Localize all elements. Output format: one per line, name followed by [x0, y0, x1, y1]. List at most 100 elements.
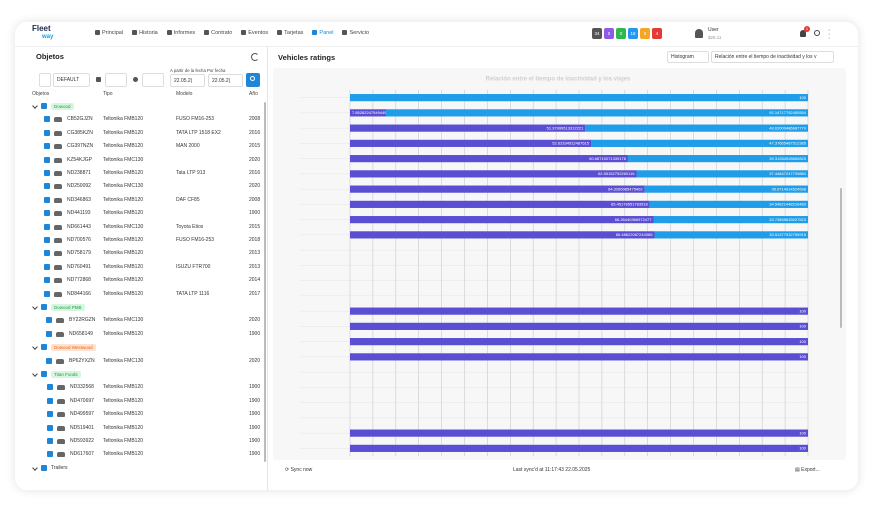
checkbox[interactable] — [47, 384, 53, 391]
group-row: Dowood Westwood — [30, 341, 267, 354]
object-type: Teltonika FMB120 — [103, 397, 144, 404]
object-year: 2020 — [249, 183, 261, 190]
nav-item[interactable]: Eventos — [241, 30, 268, 36]
search-input[interactable] — [142, 73, 164, 87]
more-menu[interactable]: · · · — [828, 27, 831, 42]
checkbox[interactable] — [44, 250, 50, 257]
view-select[interactable]: Histogram — [667, 51, 709, 63]
checkbox[interactable] — [44, 210, 50, 217]
object-row: ND499597 Teltonika FMB120 1900 — [30, 408, 267, 421]
checkbox[interactable] — [41, 103, 47, 109]
object-year: 1900 — [249, 384, 261, 391]
vehicle-icon — [54, 224, 62, 230]
object-type: Teltonika FMB120 — [103, 143, 144, 150]
settings-button[interactable] — [39, 73, 51, 87]
object-model: ISUZU FTR700 — [176, 263, 211, 270]
status-badge[interactable]: 18 — [628, 28, 638, 39]
expand-toggle[interactable] — [32, 371, 38, 377]
filter-icon[interactable] — [96, 77, 101, 82]
search-icon[interactable] — [133, 77, 138, 82]
object-id: ND519401 — [70, 424, 94, 431]
checkbox[interactable] — [41, 304, 47, 310]
checkbox[interactable] — [41, 464, 47, 471]
group-row: Dowood PMB — [30, 301, 267, 314]
checkbox[interactable] — [44, 263, 50, 270]
expand-toggle[interactable] — [32, 464, 38, 471]
text-filter[interactable] — [105, 73, 127, 87]
object-model: Toyota Etios — [176, 223, 204, 230]
checkbox[interactable] — [44, 143, 50, 150]
scrollbar[interactable] — [840, 188, 842, 328]
date-to[interactable]: 22.05.2( — [208, 74, 243, 87]
logo[interactable]: Fleet way — [32, 25, 53, 41]
last-sync: Last sync'd at 11:17:43 22.05.2025 — [513, 467, 591, 473]
object-model: TATA LTP 1116 — [176, 290, 210, 297]
status-badge[interactable]: 0 — [604, 28, 614, 39]
object-row: ND346863 Teltonika FMB120 DAF CF85 2008 — [30, 194, 267, 207]
checkbox[interactable] — [44, 277, 50, 284]
status-badge[interactable]: 34 — [592, 28, 602, 39]
checkbox[interactable] — [44, 129, 50, 136]
settings-icon[interactable] — [814, 30, 820, 36]
expand-toggle[interactable] — [32, 304, 38, 310]
checkbox[interactable] — [44, 290, 50, 297]
checkbox[interactable] — [47, 451, 53, 458]
balance: $28.11 — [708, 35, 722, 40]
checkbox[interactable] — [44, 116, 50, 123]
object-row: ND593922 Teltonika FMB120 1900 — [30, 435, 267, 448]
object-year: 2017 — [249, 290, 261, 297]
nav-item[interactable]: Informes — [167, 30, 195, 36]
object-id: ND593922 — [70, 438, 94, 444]
nav-item[interactable]: Principal — [95, 30, 123, 36]
checkbox[interactable] — [47, 438, 53, 444]
checkbox[interactable] — [41, 344, 47, 351]
refresh-button[interactable] — [251, 53, 259, 61]
status-badge[interactable]: 0 — [640, 28, 650, 39]
object-year: 2008 — [249, 196, 261, 203]
status-badge[interactable]: 4 — [652, 28, 662, 39]
export-button[interactable]: ▤ Export... — [795, 467, 820, 473]
object-row: ND250092 Teltonika FMC130 2020 — [30, 180, 267, 193]
checkbox[interactable] — [44, 196, 50, 203]
checkbox[interactable] — [46, 357, 52, 364]
checkbox[interactable] — [47, 411, 53, 418]
date-from[interactable]: 22.05.2( — [170, 74, 205, 87]
nav-item[interactable]: Panel — [312, 30, 333, 36]
object-model: TATA LTP 1518 EX2 — [176, 129, 221, 136]
checkbox[interactable] — [47, 424, 53, 431]
object-id: ND499597 — [70, 411, 94, 418]
search-button[interactable] — [246, 73, 260, 87]
checkbox[interactable] — [44, 183, 50, 190]
checkbox[interactable] — [47, 397, 53, 404]
nav-item[interactable]: Historia — [132, 30, 158, 36]
checkbox[interactable] — [44, 156, 50, 163]
nav-item[interactable]: Contrato — [204, 30, 232, 36]
checkbox[interactable] — [41, 371, 47, 377]
user-info[interactable]: User $28.11 — [708, 27, 721, 41]
checkbox[interactable] — [44, 237, 50, 243]
status-badges: 34 0 0 18 0 4 — [592, 28, 662, 39]
checkbox[interactable] — [46, 317, 52, 324]
column-header: Año — [249, 91, 258, 97]
notifications-icon[interactable] — [800, 30, 806, 37]
expand-toggle[interactable] — [32, 103, 38, 109]
object-row: ND238871 Teltonika FMB120 Tata LTP 913 2016 — [30, 167, 267, 180]
object-model: Tata LTP 913 — [176, 170, 206, 176]
vehicle-icon — [54, 144, 62, 150]
column-header: Objetos — [32, 91, 50, 97]
filter-select[interactable]: DEFAULT — [53, 73, 90, 87]
object-row: KZ54KJGP Teltonika FMC130 2020 — [30, 154, 267, 167]
sync-button[interactable]: ⟳ Sync now — [285, 467, 313, 473]
nav-item[interactable]: Servicio — [342, 30, 369, 36]
object-year: 2020 — [249, 156, 261, 163]
status-badge[interactable]: 0 — [616, 28, 626, 39]
metric-select[interactable]: Relación entre el tiempo de inactividad … — [711, 51, 834, 63]
top-nav: Fleet way Principal Historia Informes Contra… — [15, 22, 858, 47]
expand-toggle[interactable] — [32, 344, 38, 351]
checkbox[interactable] — [44, 223, 50, 230]
checkbox[interactable] — [46, 330, 52, 337]
object-row: ND332568 Teltonika FMB120 1900 — [30, 381, 267, 394]
checkbox[interactable] — [44, 170, 50, 176]
nav-item[interactable]: Tarjetas — [277, 30, 303, 36]
scrollbar[interactable] — [264, 102, 266, 462]
